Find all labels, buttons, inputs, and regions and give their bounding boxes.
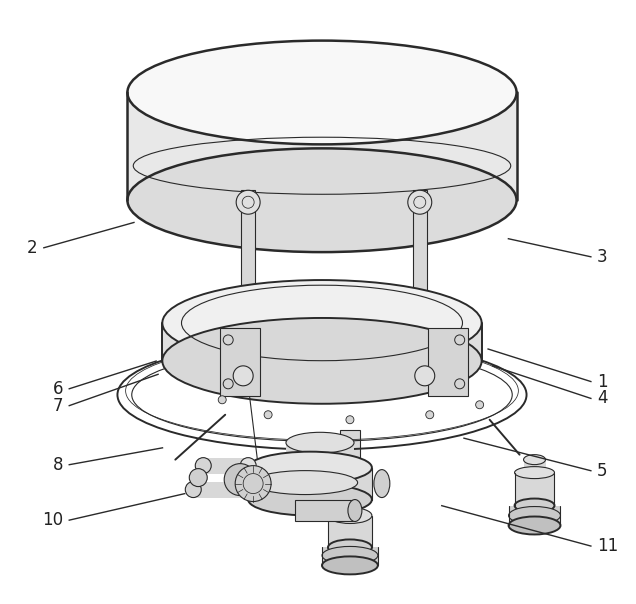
Ellipse shape xyxy=(236,190,260,214)
Ellipse shape xyxy=(328,539,372,556)
Ellipse shape xyxy=(195,458,211,474)
Circle shape xyxy=(346,416,354,424)
Ellipse shape xyxy=(252,471,357,495)
Ellipse shape xyxy=(509,516,560,535)
Circle shape xyxy=(264,411,272,419)
Ellipse shape xyxy=(523,455,546,464)
Ellipse shape xyxy=(408,190,432,214)
Text: 10: 10 xyxy=(42,511,63,529)
Ellipse shape xyxy=(515,498,555,513)
Polygon shape xyxy=(220,328,260,396)
Ellipse shape xyxy=(127,40,516,144)
Ellipse shape xyxy=(374,470,390,498)
Ellipse shape xyxy=(235,466,271,501)
Polygon shape xyxy=(241,190,255,318)
Polygon shape xyxy=(322,547,378,565)
Polygon shape xyxy=(413,190,427,318)
Circle shape xyxy=(476,401,483,409)
Polygon shape xyxy=(162,323,481,361)
Text: 3: 3 xyxy=(597,248,607,266)
Text: 1: 1 xyxy=(597,373,607,391)
Text: 8: 8 xyxy=(53,455,63,474)
Ellipse shape xyxy=(509,507,560,524)
Ellipse shape xyxy=(286,432,354,453)
Ellipse shape xyxy=(322,547,378,564)
Polygon shape xyxy=(193,481,248,498)
Ellipse shape xyxy=(348,500,362,521)
Polygon shape xyxy=(428,328,467,396)
Ellipse shape xyxy=(225,464,256,495)
Polygon shape xyxy=(286,443,354,467)
Ellipse shape xyxy=(162,280,481,366)
Text: 4: 4 xyxy=(597,390,607,408)
Polygon shape xyxy=(127,92,516,201)
Ellipse shape xyxy=(248,484,372,515)
Ellipse shape xyxy=(415,366,435,386)
Polygon shape xyxy=(523,460,546,498)
Polygon shape xyxy=(515,472,555,506)
Polygon shape xyxy=(204,458,248,474)
Ellipse shape xyxy=(322,556,378,574)
Ellipse shape xyxy=(162,318,481,403)
Text: 11: 11 xyxy=(597,537,618,555)
Polygon shape xyxy=(340,429,360,519)
Polygon shape xyxy=(328,515,372,547)
Ellipse shape xyxy=(328,507,372,524)
Polygon shape xyxy=(295,500,355,521)
Ellipse shape xyxy=(190,469,207,487)
Ellipse shape xyxy=(515,467,555,478)
Text: 2: 2 xyxy=(27,239,38,257)
Ellipse shape xyxy=(248,452,372,484)
Ellipse shape xyxy=(185,481,201,498)
Polygon shape xyxy=(248,467,372,500)
Circle shape xyxy=(218,396,226,403)
Circle shape xyxy=(425,411,434,419)
Polygon shape xyxy=(509,506,560,525)
Ellipse shape xyxy=(127,149,516,252)
Text: 7: 7 xyxy=(53,397,63,415)
Text: 6: 6 xyxy=(53,380,63,398)
Ellipse shape xyxy=(240,458,256,474)
Ellipse shape xyxy=(233,366,253,386)
Text: 5: 5 xyxy=(597,461,607,480)
Ellipse shape xyxy=(240,481,256,498)
